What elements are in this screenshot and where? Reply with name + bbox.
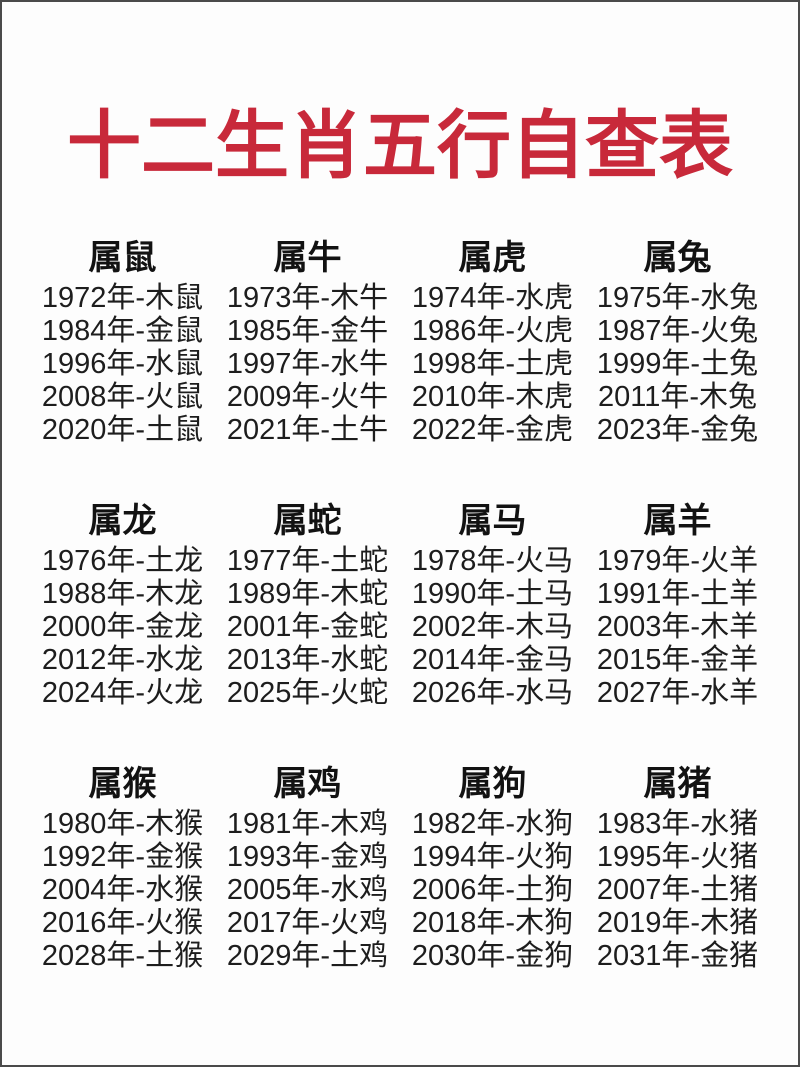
zodiac-entry: 2021年-土牛 xyxy=(226,413,389,446)
zodiac-group-title: 属兔 xyxy=(643,238,712,277)
zodiac-entry: 1985年-金牛 xyxy=(226,314,389,347)
zodiac-entry: 2010年-木虎 xyxy=(411,380,574,413)
zodiac-group-monkey: 属猴 1980年-木猴 1992年-金猴 2004年-水猴 2016年-火猴 2… xyxy=(30,766,215,973)
zodiac-entry: 1973年-木牛 xyxy=(226,281,389,314)
zodiac-entry: 2022年-金虎 xyxy=(411,413,574,446)
zodiac-entry: 2011年-木兔 xyxy=(597,380,758,413)
zodiac-entry: 1996年-水鼠 xyxy=(41,347,204,380)
zodiac-group-ox: 属牛 1973年-木牛 1985年-金牛 1997年-水牛 2009年-火牛 2… xyxy=(215,240,400,447)
zodiac-entry: 1975年-水兔 xyxy=(596,281,759,314)
zodiac-group-horse: 属马 1978年-火马 1990年-土马 2002年-木马 2014年-金马 2… xyxy=(400,503,585,710)
zodiac-entry: 1998年-土虎 xyxy=(411,347,574,380)
zodiac-entry: 2007年-土猪 xyxy=(596,873,759,906)
zodiac-entry: 2018年-木狗 xyxy=(411,906,574,939)
zodiac-entry: 1977年-土蛇 xyxy=(226,544,389,577)
zodiac-group-title: 属虎 xyxy=(458,238,527,277)
zodiac-group-pig: 属猪 1983年-水猪 1995年-火猪 2007年-土猪 2019年-木猪 2… xyxy=(585,766,770,973)
zodiac-group-tiger: 属虎 1974年-水虎 1986年-火虎 1998年-土虎 2010年-木虎 2… xyxy=(400,240,585,447)
zodiac-entry: 2019年-木猪 xyxy=(596,906,759,939)
zodiac-entry: 2017年-火鸡 xyxy=(226,906,389,939)
zodiac-entry: 2028年-土猴 xyxy=(41,939,204,972)
zodiac-grid: 属鼠 1972年-木鼠 1984年-金鼠 1996年-水鼠 2008年-火鼠 2… xyxy=(2,186,798,973)
zodiac-entry: 1989年-木蛇 xyxy=(226,577,389,610)
zodiac-entry: 2014年-金马 xyxy=(411,643,574,676)
zodiac-group-title: 属羊 xyxy=(643,501,712,540)
zodiac-entry: 1997年-水牛 xyxy=(226,347,389,380)
zodiac-entry: 1995年-火猪 xyxy=(596,840,759,873)
zodiac-group-title: 属狗 xyxy=(458,764,527,803)
zodiac-group-rabbit: 属兔 1975年-水兔 1987年-火兔 1999年-土兔 2011年-木兔 2… xyxy=(585,240,770,447)
zodiac-group-rat: 属鼠 1972年-木鼠 1984年-金鼠 1996年-水鼠 2008年-火鼠 2… xyxy=(30,240,215,447)
zodiac-entry: 1983年-水猪 xyxy=(596,807,759,840)
zodiac-entry: 2027年-水羊 xyxy=(596,676,759,709)
zodiac-entry: 2002年-木马 xyxy=(411,610,574,643)
zodiac-group-title: 属猴 xyxy=(88,764,157,803)
zodiac-entry: 2005年-水鸡 xyxy=(226,873,389,906)
zodiac-entry: 2008年-火鼠 xyxy=(41,380,204,413)
zodiac-entry: 1981年-木鸡 xyxy=(226,807,389,840)
zodiac-entry: 1993年-金鸡 xyxy=(226,840,389,873)
zodiac-entry: 1978年-火马 xyxy=(411,544,574,577)
zodiac-group-snake: 属蛇 1977年-土蛇 1989年-木蛇 2001年-金蛇 2013年-水蛇 2… xyxy=(215,503,400,710)
zodiac-entry: 1987年-火兔 xyxy=(596,314,759,347)
zodiac-entry: 1982年-水狗 xyxy=(411,807,574,840)
zodiac-group-title: 属鸡 xyxy=(273,764,342,803)
zodiac-group-dog: 属狗 1982年-水狗 1994年-火狗 2006年-土狗 2018年-木狗 2… xyxy=(400,766,585,973)
zodiac-entry: 2025年-火蛇 xyxy=(226,676,389,709)
zodiac-entry: 2024年-火龙 xyxy=(41,676,204,709)
zodiac-entry: 2004年-水猴 xyxy=(41,873,204,906)
zodiac-entry: 1974年-水虎 xyxy=(411,281,574,314)
zodiac-group-goat: 属羊 1979年-火羊 1991年-土羊 2003年-木羊 2015年-金羊 2… xyxy=(585,503,770,710)
zodiac-entry: 1980年-木猴 xyxy=(41,807,204,840)
zodiac-entry: 1986年-火虎 xyxy=(411,314,574,347)
zodiac-entry: 2026年-水马 xyxy=(411,676,574,709)
zodiac-entry: 2023年-金兔 xyxy=(596,413,759,446)
zodiac-group-title: 属龙 xyxy=(88,501,157,540)
zodiac-entry: 2020年-土鼠 xyxy=(41,413,204,446)
zodiac-entry: 2013年-水蛇 xyxy=(226,643,389,676)
zodiac-group-title: 属鼠 xyxy=(88,238,157,277)
zodiac-entry: 2001年-金蛇 xyxy=(226,610,389,643)
zodiac-entry: 2016年-火猴 xyxy=(41,906,204,939)
zodiac-entry: 2012年-水龙 xyxy=(41,643,204,676)
zodiac-entry: 1976年-土龙 xyxy=(41,544,204,577)
zodiac-entry: 1988年-木龙 xyxy=(41,577,204,610)
zodiac-entry: 1979年-火羊 xyxy=(596,544,759,577)
zodiac-group-title: 属蛇 xyxy=(273,501,342,540)
zodiac-group-title: 属马 xyxy=(458,501,527,540)
zodiac-entry: 1990年-土马 xyxy=(411,577,574,610)
zodiac-entry: 2009年-火牛 xyxy=(226,380,389,413)
zodiac-entry: 2003年-木羊 xyxy=(596,610,759,643)
zodiac-entry: 1999年-土兔 xyxy=(596,347,759,380)
zodiac-entry: 1972年-木鼠 xyxy=(41,281,204,314)
zodiac-group-title: 属牛 xyxy=(273,238,342,277)
zodiac-entry: 1992年-金猴 xyxy=(41,840,204,873)
zodiac-group-dragon: 属龙 1976年-土龙 1988年-木龙 2000年-金龙 2012年-水龙 2… xyxy=(30,503,215,710)
zodiac-entry: 1984年-金鼠 xyxy=(41,314,204,347)
zodiac-group-title: 属猪 xyxy=(643,764,712,803)
zodiac-entry: 2006年-土狗 xyxy=(411,873,574,906)
zodiac-entry: 2029年-土鸡 xyxy=(226,939,389,972)
zodiac-entry: 1991年-土羊 xyxy=(596,577,759,610)
zodiac-entry: 2030年-金狗 xyxy=(411,939,574,972)
zodiac-group-rooster: 属鸡 1981年-木鸡 1993年-金鸡 2005年-水鸡 2017年-火鸡 2… xyxy=(215,766,400,973)
zodiac-entry: 2015年-金羊 xyxy=(596,643,759,676)
zodiac-entry: 1994年-火狗 xyxy=(411,840,574,873)
page-title: 十二生肖五行自查表 xyxy=(67,104,733,187)
zodiac-entry: 2031年-金猪 xyxy=(596,939,759,972)
zodiac-entry: 2000年-金龙 xyxy=(41,610,204,643)
